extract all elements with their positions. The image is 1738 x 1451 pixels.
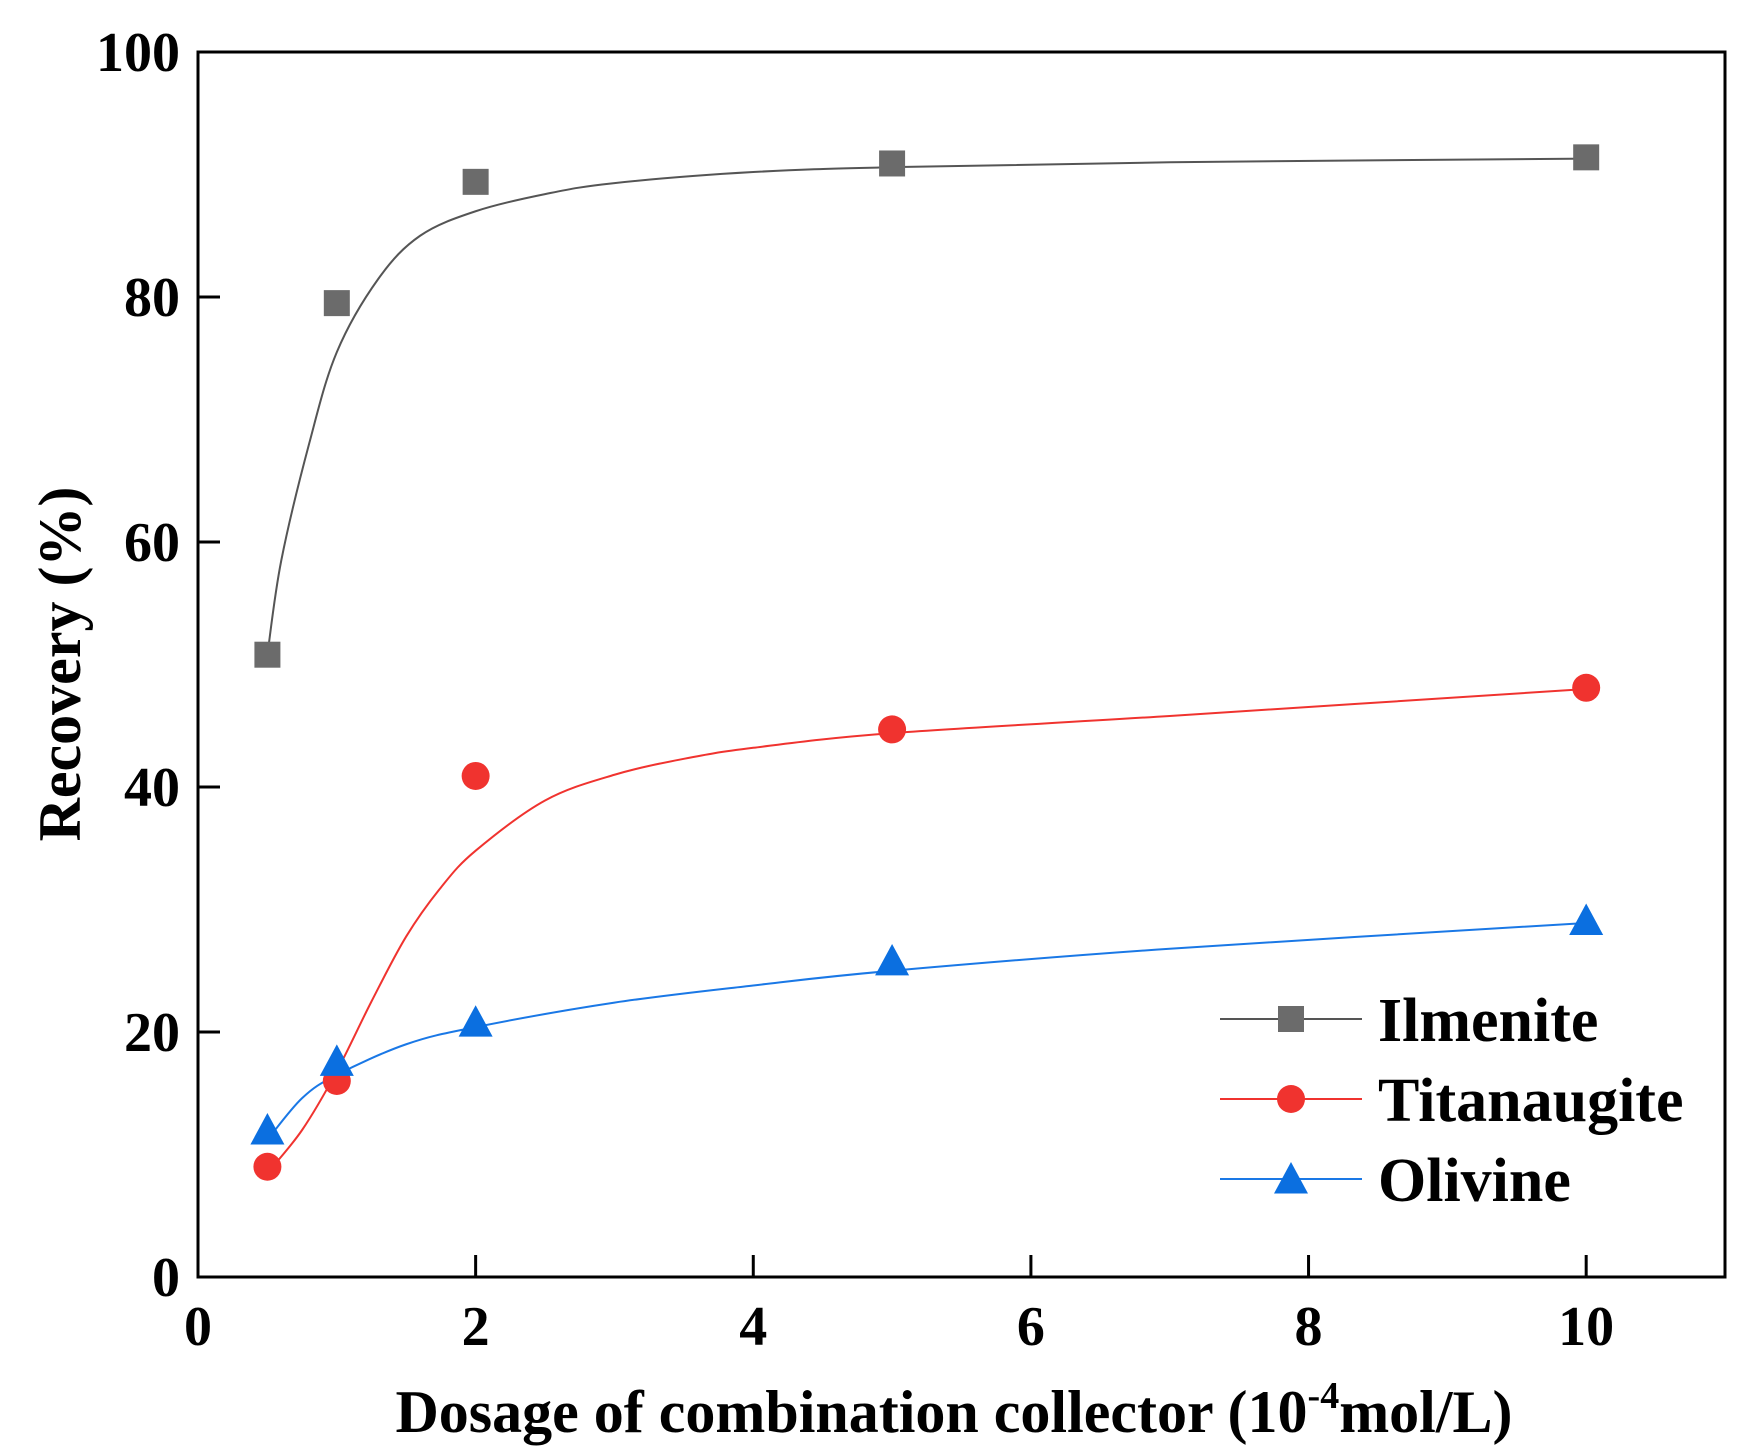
- point-titanaugite: [461, 761, 490, 790]
- y-tick-label: 20: [124, 1002, 180, 1064]
- legend-marker-ilmenite: [1278, 1006, 1304, 1032]
- y-tick-label: 100: [96, 22, 180, 84]
- fit-line-titanaugite: [266, 688, 1587, 1174]
- point-olivine: [875, 943, 910, 976]
- point-olivine: [250, 1113, 285, 1145]
- point-olivine: [1569, 903, 1604, 935]
- plot-frame: [196, 50, 1727, 1279]
- point-titanaugite: [253, 1152, 282, 1181]
- point-ilmenite: [462, 168, 489, 195]
- x-tick-label: 2: [462, 1296, 490, 1358]
- point-ilmenite: [879, 150, 906, 177]
- x-tick-label: 8: [1295, 1296, 1323, 1358]
- x-tick-label: 4: [739, 1296, 767, 1358]
- x-axis-label-main: Dosage of combination collector (10: [395, 1379, 1307, 1445]
- point-ilmenite: [254, 641, 281, 668]
- point-ilmenite: [323, 290, 350, 317]
- x-axis-label-sup: -4: [1308, 1375, 1340, 1417]
- x-axis-label-tail: mol/L): [1339, 1379, 1512, 1445]
- legend-label-titanaugite: Titanaugite: [1378, 1067, 1683, 1135]
- point-olivine: [458, 1005, 493, 1037]
- y-tick-label: 60: [124, 512, 180, 574]
- y-axis-label: Recovery (%): [27, 487, 93, 842]
- y-tick-label: 80: [124, 267, 180, 329]
- fit-line-ilmenite: [266, 157, 1587, 655]
- y-tick-label: 40: [124, 757, 180, 819]
- x-tick-label: 0: [184, 1296, 212, 1358]
- point-ilmenite: [1573, 144, 1600, 171]
- data-markers: [250, 144, 1604, 1181]
- legend-label-ilmenite: Ilmenite: [1378, 987, 1598, 1055]
- x-tick-label: 10: [1558, 1296, 1614, 1358]
- point-olivine: [319, 1044, 354, 1076]
- point-titanaugite: [1572, 673, 1601, 702]
- point-titanaugite: [878, 715, 907, 744]
- legend-marker-titanaugite: [1277, 1085, 1305, 1113]
- x-tick-label: 6: [1017, 1296, 1045, 1358]
- y-tick-label: 0: [152, 1247, 180, 1309]
- legend: Ilmenite Titanaugite Olivine: [1220, 987, 1683, 1215]
- legend-marker-olivine: [1274, 1162, 1308, 1194]
- legend-label-olivine: Olivine: [1378, 1147, 1571, 1215]
- x-axis-label: Dosage of combination collector (10-4mol…: [395, 1375, 1512, 1445]
